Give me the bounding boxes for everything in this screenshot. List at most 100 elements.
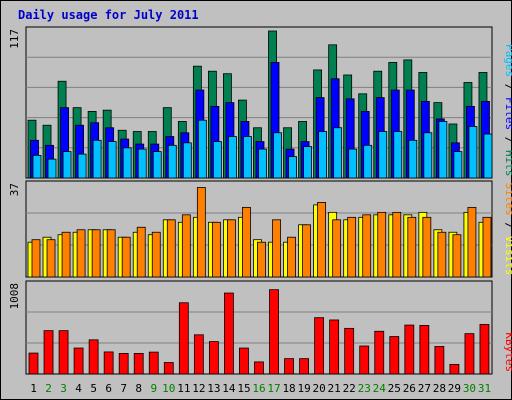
bar-sites-day-11 (181, 214, 191, 278)
bar-sites-day-4 (76, 229, 86, 278)
bar-sites-day-10 (166, 219, 176, 278)
bar-kbytes-day-1 (28, 352, 39, 375)
x-tick-label: 28 (433, 382, 446, 395)
bar-kbytes-day-7 (118, 353, 129, 375)
bar-sites-day-6 (106, 229, 116, 278)
panel-legend: Pages / Files / Hits (503, 44, 512, 177)
bar-sites-day-31 (482, 216, 492, 278)
x-tick-label: 7 (120, 382, 127, 395)
bar-kbytes-day-23 (359, 345, 370, 375)
bar-sites-day-1 (31, 239, 41, 278)
x-tick-label: 1 (30, 382, 37, 395)
bar-pages-day-26 (408, 139, 418, 179)
x-tick-label: 25 (388, 382, 401, 395)
bar-pages-day-8 (137, 148, 147, 179)
bar-kbytes-day-16 (254, 361, 264, 375)
bar-sites-day-15 (242, 206, 251, 278)
bar-sites-day-21 (332, 219, 342, 278)
y-max-label: 1008 (8, 283, 21, 310)
bar-sites-day-29 (452, 234, 462, 278)
bar-pages-day-25 (393, 131, 403, 179)
x-tick-label: 11 (177, 382, 190, 395)
bar-sites-day-17 (272, 219, 281, 278)
bar-sites-day-16 (257, 241, 266, 278)
bar-kbytes-day-26 (404, 324, 415, 375)
bar-kbytes-day-11 (178, 302, 189, 375)
bar-sites-day-2 (46, 239, 56, 278)
x-tick-label: 22 (343, 382, 356, 395)
bar-sites-day-7 (121, 236, 131, 278)
x-tick-label: 15 (237, 382, 250, 395)
x-tick-label: 30 (463, 382, 476, 395)
bar-sites-day-13 (211, 221, 221, 278)
x-tick-label: 26 (403, 382, 416, 395)
legend-item: Files (503, 97, 512, 130)
bar-kbytes-day-2 (43, 330, 54, 375)
x-tick-label: 10 (162, 382, 175, 395)
x-tick-label: 14 (222, 382, 236, 395)
bar-kbytes-day-31 (479, 324, 490, 375)
panels-layer: 117 Pages / Files / Hits 37 Sites / Visits 1… (8, 26, 512, 375)
bar-pages-day-7 (122, 147, 132, 179)
bar-sites-day-30 (467, 206, 477, 278)
bar-pages-day-13 (212, 141, 222, 179)
bar-kbytes-day-10 (163, 362, 174, 375)
bar-kbytes-day-6 (103, 351, 114, 375)
bar-kbytes-day-3 (58, 330, 69, 375)
bar-pages-day-5 (92, 139, 102, 179)
bar-pages-day-4 (77, 153, 87, 179)
bar-sites-day-18 (287, 236, 296, 278)
legend-item: / (503, 77, 512, 97)
x-tick-label: 13 (207, 382, 220, 395)
legend-item: Sites (503, 183, 512, 216)
bar-pages-day-24 (378, 131, 388, 179)
bar-kbytes-day-4 (73, 347, 84, 375)
x-tick-label: 17 (267, 382, 280, 395)
x-tick-label: 12 (192, 382, 205, 395)
x-tick-label: 9 (150, 382, 157, 395)
panel-hits-files-pages: 117 Pages / Files / Hits (8, 26, 512, 179)
x-tick-label: 20 (313, 382, 326, 395)
bar-kbytes-day-8 (133, 353, 144, 375)
bar-sites-day-14 (227, 219, 236, 278)
bar-pages-day-16 (258, 148, 267, 179)
bar-sites-day-25 (392, 211, 402, 278)
bar-kbytes-day-29 (449, 363, 460, 375)
bar-pages-day-1 (32, 154, 42, 179)
bar-pages-day-29 (453, 151, 463, 179)
bar-kbytes-day-19 (299, 358, 309, 375)
x-tick-label: 4 (75, 382, 82, 395)
bar-sites-day-27 (422, 216, 432, 278)
x-tick-label: 23 (358, 382, 371, 395)
bar-pages-day-18 (288, 156, 297, 179)
bar-kbytes-day-27 (419, 325, 430, 375)
bar-pages-day-11 (182, 142, 192, 179)
bar-pages-day-23 (363, 144, 373, 179)
bar-sites-day-26 (407, 216, 417, 278)
x-tick-label: 2 (45, 382, 52, 395)
bar-pages-day-14 (228, 136, 237, 179)
bar-kbytes-day-5 (88, 339, 99, 375)
bar-sites-day-3 (61, 231, 71, 278)
bar-kbytes-day-22 (344, 327, 355, 375)
bar-kbytes-day-13 (208, 341, 219, 375)
bar-kbytes-day-30 (464, 333, 475, 375)
y-max-label: 37 (8, 183, 21, 196)
x-tick-label: 31 (478, 382, 491, 395)
x-tick-label: 29 (448, 382, 461, 395)
bar-pages-day-19 (303, 146, 312, 179)
panel-legend: Sites / Visits (503, 183, 512, 276)
bar-pages-day-12 (197, 119, 207, 179)
x-tick-label: 24 (373, 382, 387, 395)
bar-kbytes-day-28 (434, 346, 445, 375)
bar-sites-day-12 (196, 187, 206, 278)
x-tick-label: 19 (297, 382, 310, 395)
bar-pages-day-6 (107, 141, 117, 179)
x-tick-label: 21 (328, 382, 341, 395)
bar-kbytes-day-12 (193, 334, 204, 375)
bar-kbytes-day-20 (314, 317, 325, 375)
bar-pages-day-17 (273, 132, 282, 179)
bar-sites-day-9 (151, 231, 161, 278)
bar-sites-day-5 (91, 229, 101, 278)
